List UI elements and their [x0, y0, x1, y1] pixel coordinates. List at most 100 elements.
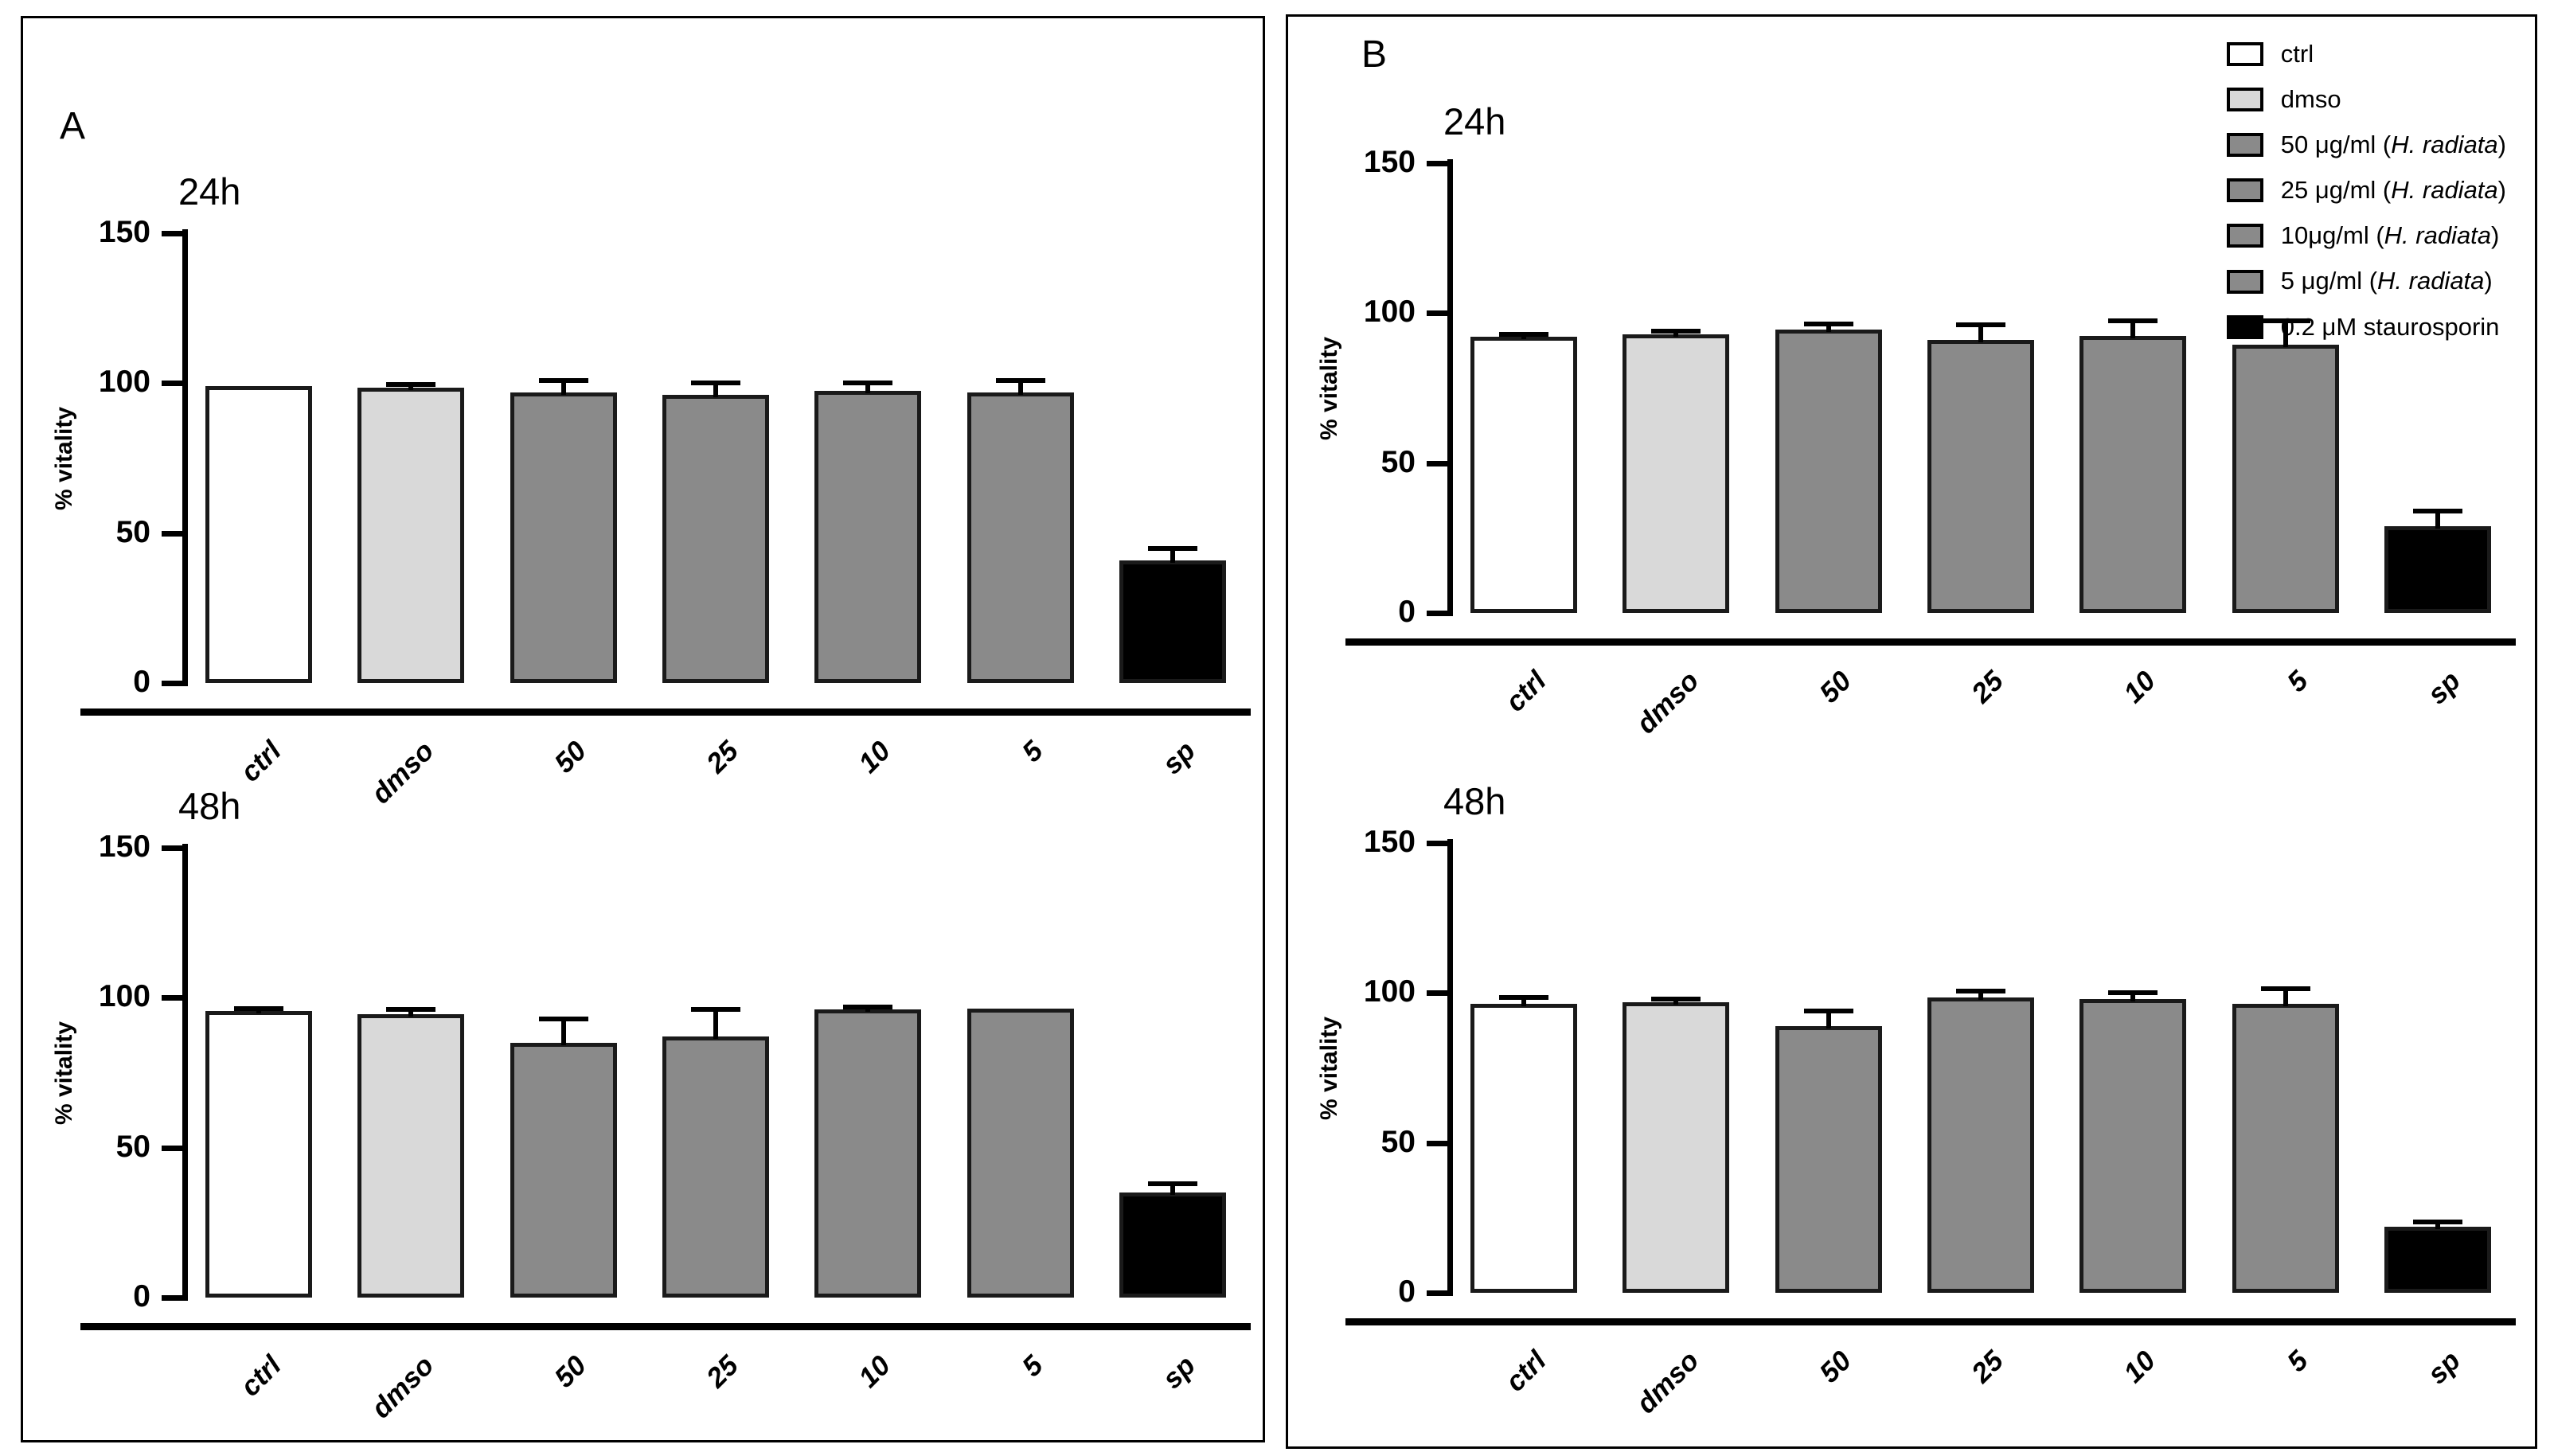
- chart-title: 24h: [178, 170, 241, 213]
- x-tick-label-25: 25: [1966, 665, 2010, 709]
- y-tick-mark: [162, 381, 182, 387]
- y-tick-mark: [162, 1295, 182, 1301]
- legend-swatch: [2226, 133, 2263, 158]
- y-axis: [182, 844, 188, 1301]
- bar-50: [510, 392, 617, 683]
- y-tick-mark: [162, 231, 182, 236]
- y-tick-mark: [162, 1145, 182, 1151]
- error-bar-cap: [2260, 318, 2310, 323]
- error-bar-stem: [713, 383, 718, 398]
- x-axis-line: [80, 1323, 1251, 1330]
- x-tick-label-ctrl: ctrl: [234, 1349, 287, 1403]
- y-axis-label: % vitality: [51, 1021, 77, 1125]
- x-tick-label-50: 50: [548, 735, 592, 779]
- error-bar-stem: [1826, 1010, 1831, 1029]
- y-tick-label: 150: [1363, 145, 1416, 179]
- legend-label: dmso: [2280, 85, 2341, 114]
- bar-5: [967, 392, 1074, 683]
- y-tick-label: 100: [1363, 295, 1416, 330]
- error-bar-stem: [1017, 380, 1023, 395]
- legend: ctrl dmso 50 μg/ml (H. radiata) 25 μg/ml (H…: [2226, 40, 2506, 341]
- error-bar-cap: [386, 382, 436, 388]
- panel-a-label: A: [60, 105, 86, 147]
- y-tick-label: 100: [98, 979, 150, 1014]
- bar-dmso: [1623, 1001, 1730, 1293]
- x-tick-label-sp: sp: [1156, 1349, 1202, 1395]
- x-axis-line: [1345, 638, 2516, 646]
- error-bar-cap: [1803, 321, 1853, 326]
- error-bar-cap: [1651, 328, 1701, 334]
- legend-item: ctrl: [2226, 40, 2506, 68]
- error-bar-cap: [2413, 1220, 2463, 1225]
- x-tick-label-sp: sp: [2421, 1345, 2467, 1391]
- bar-sp: [2384, 525, 2492, 613]
- error-bar-cap: [995, 377, 1045, 383]
- bar-dmso: [1623, 334, 1730, 613]
- error-bar-cap: [691, 1007, 740, 1013]
- plot-area: 0 50 100 150: [99, 829, 1249, 1314]
- y-axis: [1447, 159, 1453, 616]
- x-tick-label-sp: sp: [2421, 665, 2467, 711]
- x-tick-label-50: 50: [1813, 1345, 1857, 1389]
- error-bar-cap: [538, 1016, 588, 1021]
- bar-dmso: [357, 1014, 465, 1298]
- legend-swatch: [2226, 178, 2263, 203]
- y-axis-label: % vitality: [1316, 336, 1342, 440]
- error-bar-stem: [1673, 998, 1679, 1005]
- x-tick-label-dmso: dmso: [1630, 665, 1705, 740]
- y-tick-mark: [1427, 990, 1447, 997]
- panel-b: B ctrl dmso 50 μg/ml (H. radiata) 25 μg/ml …: [1286, 14, 2537, 1449]
- error-bar-stem: [2283, 988, 2288, 1006]
- error-bar-cap: [2108, 990, 2158, 996]
- y-tick-mark: [162, 530, 182, 537]
- error-bar-cap: [1148, 545, 1198, 551]
- y-axis-label: % vitality: [51, 406, 77, 510]
- chart-a-48h: 48h % vitality 0 50 100 150 ctrl dmso 50 25 10 5 sp: [47, 784, 1253, 1453]
- bar-10: [2079, 998, 2187, 1293]
- bar-5: [967, 1008, 1074, 1298]
- error-bar-cap: [2108, 318, 2158, 323]
- bar-50: [1775, 330, 1882, 613]
- legend-item: 10μg/ml (H. radiata): [2226, 221, 2506, 250]
- x-tick-label-25: 25: [701, 1349, 745, 1394]
- error-bar-cap: [843, 381, 893, 386]
- y-tick-mark: [162, 681, 182, 686]
- legend-swatch: [2226, 42, 2263, 67]
- bar-50: [510, 1042, 617, 1298]
- error-bar-stem: [1170, 1183, 1176, 1196]
- error-bar-stem: [256, 1008, 261, 1014]
- legend-swatch: [2226, 224, 2263, 248]
- bar-25: [662, 1036, 769, 1298]
- y-tick-mark: [1427, 1140, 1447, 1146]
- error-bar-cap: [1956, 989, 2005, 994]
- x-axis-line: [1345, 1318, 2516, 1325]
- bar-sp: [2384, 1227, 2492, 1293]
- y-tick-mark: [162, 995, 182, 1001]
- x-tick-label-sp: sp: [1156, 735, 1202, 781]
- error-bar-stem: [408, 1009, 414, 1017]
- bar-ctrl: [1470, 337, 1577, 613]
- y-axis-label: % vitality: [1316, 1016, 1342, 1120]
- error-bar-stem: [560, 380, 566, 395]
- error-bar-cap: [2413, 508, 2463, 513]
- error-bar-stem: [2283, 320, 2288, 347]
- y-tick-label: 0: [133, 1279, 150, 1314]
- bar-sp: [1119, 560, 1227, 683]
- legend-label-species: H. radiata: [2377, 267, 2485, 295]
- error-bar-cap: [2260, 986, 2310, 991]
- y-tick-mark: [1427, 1290, 1447, 1296]
- y-tick-mark: [1427, 611, 1447, 616]
- error-bar-stem: [865, 383, 871, 393]
- y-tick-mark: [1427, 310, 1447, 317]
- error-bar-cap: [691, 381, 740, 386]
- legend-item: dmso: [2226, 85, 2506, 114]
- x-tick-label-50: 50: [1813, 665, 1857, 709]
- error-bar-stem: [560, 1018, 566, 1045]
- error-bar-cap: [538, 377, 588, 383]
- panel-b-label: B: [1361, 33, 1388, 76]
- bar-5: [2232, 1003, 2339, 1293]
- legend-label: 10μg/ml (H. radiata): [2280, 221, 2500, 250]
- bar-ctrl: [205, 1011, 312, 1298]
- bar-25: [1927, 997, 2034, 1293]
